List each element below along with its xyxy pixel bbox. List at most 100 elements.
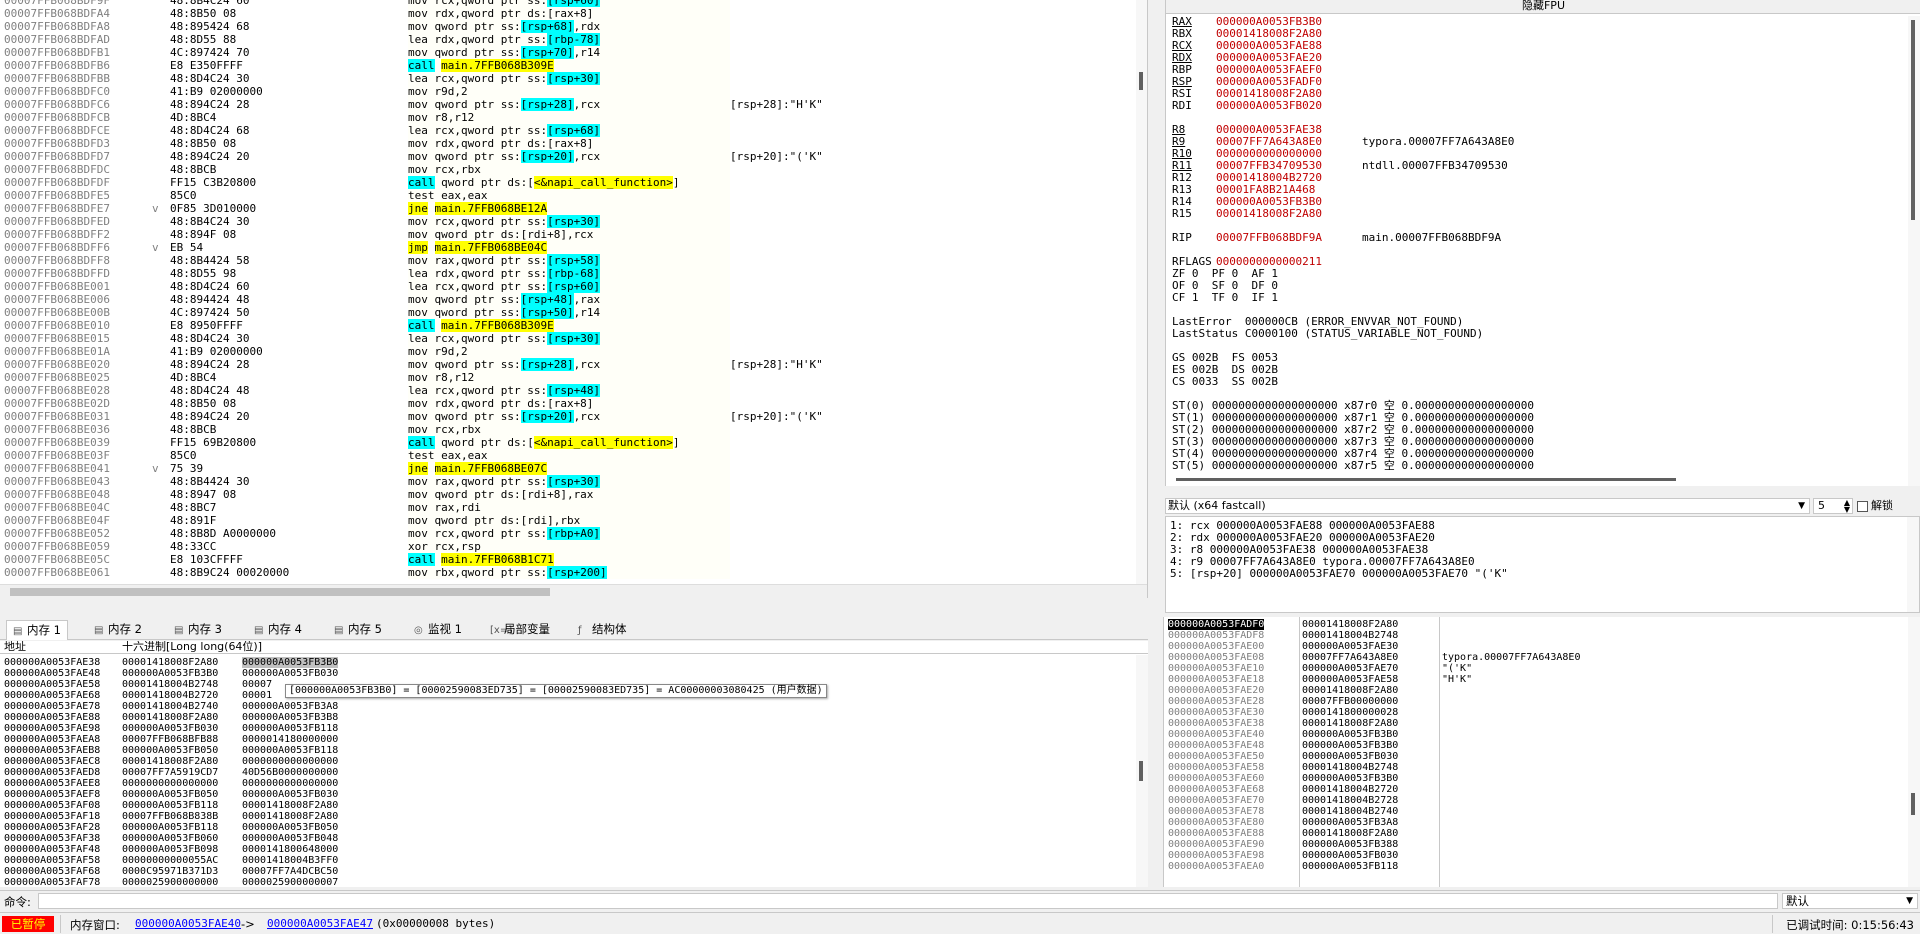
- dump-value[interactable]: 00007FFB068B838B: [122, 811, 219, 822]
- disasm-row[interactable]: 00007FFB068BE048 48:8947 08 mov qword ptr …: [0, 488, 1147, 501]
- dump-value[interactable]: 000000A0053FB118: [242, 745, 339, 756]
- stack-row[interactable]: 000000A0053FAE10 000000A0053FAE70 "('K": [1164, 663, 1920, 674]
- dump-value[interactable]: 0000000000000000: [242, 756, 339, 767]
- dump-value[interactable]: 000000A0053FB118: [122, 822, 219, 833]
- register-row[interactable]: RSP 000000A0053FADF0: [1172, 76, 1362, 88]
- stack-row[interactable]: 000000A0053FAE58 00001418004B2748: [1164, 762, 1920, 773]
- scroll-thumb[interactable]: [1139, 761, 1143, 781]
- dump-row[interactable]: 000000A0053FAE68 00001418004B2720 00001: [0, 690, 1136, 701]
- arguments-vscroll[interactable]: [1907, 517, 1919, 612]
- register-value[interactable]: 000000A0053FB3B0: [1216, 15, 1322, 28]
- dump-row[interactable]: 000000A0053FAED8 00007FF7A5919CD7 40D56B00…: [0, 767, 1136, 778]
- disasm-row[interactable]: 00007FFB068BE061 48:8B9C24 00020000 mov rb…: [0, 566, 1147, 579]
- stack-value[interactable]: 00001418004B2740: [1302, 806, 1399, 817]
- dump-value[interactable]: 0000014180000000: [242, 734, 339, 745]
- arguments-panel[interactable]: 1: rcx 000000A0053FAE88 000000A0053FAE88…: [1165, 516, 1920, 613]
- dump-value[interactable]: 000000A0053FB118: [122, 800, 219, 811]
- register-value[interactable]: 00001418004B2720: [1216, 171, 1322, 184]
- command-mode-select[interactable]: 默认 ▼: [1782, 893, 1918, 909]
- disasm-row[interactable]: 00007FFB068BE010 E8 8950FFFF call main.7FF…: [0, 319, 1147, 332]
- fpu-st-row[interactable]: ST(0) 0000000000000000000 x87r0 空 0.0000…: [1172, 399, 1534, 412]
- registers-panel[interactable]: 隐藏FPU RAX 000000A0053FB3B0 RBX 00001418008F…: [1165, 0, 1920, 486]
- disasm-row[interactable]: 00007FFB068BDFFD 48:8D55 98 lea rdx,qword …: [0, 267, 1147, 280]
- dump-value[interactable]: 000000A0053FB050: [122, 745, 219, 756]
- register-value[interactable]: 00001418008F2A80: [1216, 207, 1322, 220]
- fpu-st-row[interactable]: ST(3) 0000000000000000000 x87r3 空 0.0000…: [1172, 435, 1534, 448]
- stack-row[interactable]: 000000A0053FAE00 000000A0053FAE30: [1164, 641, 1920, 652]
- scroll-thumb[interactable]: [1139, 72, 1143, 90]
- disasm-row[interactable]: 00007FFB068BE043 48:8B4424 30 mov rax,qwor…: [0, 475, 1147, 488]
- stack-value[interactable]: 00001418004B2728: [1302, 795, 1399, 806]
- register-row[interactable]: R15 00001418008F2A80: [1172, 208, 1362, 220]
- argument-row[interactable]: 4: r9 00007FF7A643A8E0 typora.00007FF7A6…: [1170, 555, 1475, 568]
- disasm-row[interactable]: 00007FFB068BDFC6 48:894C24 28 mov qword pt…: [0, 98, 1147, 111]
- dump-row[interactable]: 000000A0053FAEC8 00001418008F2A80 00000000…: [0, 756, 1136, 767]
- disasm-row[interactable]: 00007FFB068BDFA8 48:895424 68 mov qword pt…: [0, 20, 1147, 33]
- register-row[interactable]: RBX 00001418008F2A80: [1172, 28, 1362, 40]
- stack-row[interactable]: 000000A0053FADF8 00001418004B2748: [1164, 630, 1920, 641]
- stack-value[interactable]: 000000A0053FB030: [1302, 751, 1399, 762]
- disasm-row[interactable]: 00007FFB068BE006 48:894424 48 mov qword pt…: [0, 293, 1147, 306]
- stack-value[interactable]: 00001418004B2748: [1302, 630, 1399, 641]
- register-row[interactable]: RSI 00001418008F2A80: [1172, 88, 1362, 100]
- hide-fpu-button[interactable]: 隐藏FPU: [1166, 0, 1920, 14]
- disasm-row[interactable]: 00007FFB068BE031 48:894C24 20 mov qword pt…: [0, 410, 1147, 423]
- disasm-row[interactable]: 00007FFB068BE036 48:8BCB mov rcx,rbx: [0, 423, 1147, 436]
- register-row[interactable]: R12 00001418004B2720: [1172, 172, 1362, 184]
- register-value[interactable]: 0000000000000000: [1216, 147, 1322, 160]
- dump-value[interactable]: 000000A0053FB030: [242, 789, 339, 800]
- register-row[interactable]: R8 000000A0053FAE38: [1172, 124, 1362, 136]
- stack-value[interactable]: 00001418008F2A80: [1302, 619, 1399, 630]
- dump-value[interactable]: 000000A0053FB098: [122, 844, 219, 855]
- dump-value[interactable]: 000000A0053FB030: [242, 668, 339, 679]
- stack-row[interactable]: 000000A0053FAE20 00001418008F2A80: [1164, 685, 1920, 696]
- disasm-row[interactable]: 00007FFB068BDFDF FF15 C3B20800 call qword …: [0, 176, 1147, 189]
- disasm-row[interactable]: 00007FFB068BDFCB 4D:8BC4 mov r8,r12: [0, 111, 1147, 124]
- register-value[interactable]: 00001418008F2A80: [1216, 87, 1322, 100]
- register-row[interactable]: R11 00007FFB34709530 ntdll.00007FFB3470953…: [1172, 160, 1508, 172]
- dump-value[interactable]: 00001418008F2A80: [122, 712, 219, 723]
- disasm-row[interactable]: 00007FFB068BE03F 85C0 test eax,eax: [0, 449, 1147, 462]
- stack-value[interactable]: 000000A0053FAE70: [1302, 663, 1399, 674]
- disasm-row[interactable]: 00007FFB068BE028 48:8D4C24 48 lea rcx,qwor…: [0, 384, 1147, 397]
- stack-row[interactable]: 000000A0053FAE30 0000141800000028: [1164, 707, 1920, 718]
- disasm-row[interactable]: 00007FFB068BE05C E8 103CFFFF call main.7FF…: [0, 553, 1147, 566]
- stack-row[interactable]: 000000A0053FAEA0 000000A0053FB118: [1164, 861, 1920, 872]
- disasm-row[interactable]: 00007FFB068BDFC0 41:B9 02000000 mov r9d,2: [0, 85, 1147, 98]
- dump-row[interactable]: 000000A0053FAE88 00001418008F2A80 000000A0…: [0, 712, 1136, 723]
- stack-row[interactable]: 000000A0053FAE28 00007FFB00000000: [1164, 696, 1920, 707]
- register-value[interactable]: 00007FF7A643A8E0: [1216, 135, 1322, 148]
- spinner-arrows-icon[interactable]: ▲ ▼: [1843, 498, 1850, 514]
- stack-value[interactable]: 00001418008F2A80: [1302, 685, 1399, 696]
- register-value[interactable]: 000000A0053FAEF0: [1216, 63, 1322, 76]
- tab-5[interactable]: ▤ 内存 5: [328, 620, 388, 640]
- register-row[interactable]: RDX 000000A0053FAE20: [1172, 52, 1362, 64]
- stack-row[interactable]: 000000A0053FAE38 00001418008F2A80: [1164, 718, 1920, 729]
- register-value[interactable]: 000000A0053FAE20: [1216, 51, 1322, 64]
- tab-4[interactable]: ▤ 内存 4: [248, 620, 308, 640]
- disasm-row[interactable]: 00007FFB068BE00B 4C:897424 50 mov qword pt…: [0, 306, 1147, 319]
- stack-value[interactable]: 000000A0053FAE58: [1302, 674, 1399, 685]
- dump-row[interactable]: 000000A0053FAF28 000000A0053FB118 000000A0…: [0, 822, 1136, 833]
- memory-end-link[interactable]: 000000A0053FAE47: [267, 917, 373, 930]
- dump-value[interactable]: 000000A0053FB118: [242, 723, 339, 734]
- flags-row[interactable]: ZF 0 PF 0 AF 1: [1172, 267, 1278, 280]
- dump-value[interactable]: 0000C95971B371D3: [122, 866, 219, 877]
- stack-row[interactable]: 000000A0053FAE70 00001418004B2728: [1164, 795, 1920, 806]
- scroll-thumb[interactable]: [10, 588, 550, 596]
- dump-value[interactable]: 000000A0053FB3B0: [242, 657, 339, 668]
- register-row[interactable]: RBP 000000A0053FAEF0: [1172, 64, 1362, 76]
- dump-value[interactable]: 00001418004B2740: [122, 701, 219, 712]
- argument-row[interactable]: 3: r8 000000A0053FAE38 000000A0053FAE38: [1170, 543, 1429, 556]
- stack-vscroll[interactable]: [1908, 617, 1920, 887]
- disasm-row[interactable]: 00007FFB068BDFCE 48:8D4C24 68 lea rcx,qwor…: [0, 124, 1147, 137]
- dump-value[interactable]: 00007FF7A5919CD7: [122, 767, 219, 778]
- dump-value[interactable]: 0000000000000000: [122, 778, 219, 789]
- stack-value[interactable]: 00001418004B2720: [1302, 784, 1399, 795]
- disasm-row[interactable]: 00007FFB068BDFED 48:8B4C24 30 mov rcx,qwor…: [0, 215, 1147, 228]
- register-row[interactable]: R9 00007FF7A643A8E0 typora.00007FF7A643A8E…: [1172, 136, 1514, 148]
- stack-row[interactable]: 000000A0053FADF0 00001418008F2A80: [1164, 619, 1920, 630]
- fpu-st-row[interactable]: ST(1) 0000000000000000000 x87r1 空 0.0000…: [1172, 411, 1534, 424]
- register-row[interactable]: R10 0000000000000000: [1172, 148, 1362, 160]
- disasm-row[interactable]: 00007FFB068BDFAD 48:8D55 88 lea rdx,qword …: [0, 33, 1147, 46]
